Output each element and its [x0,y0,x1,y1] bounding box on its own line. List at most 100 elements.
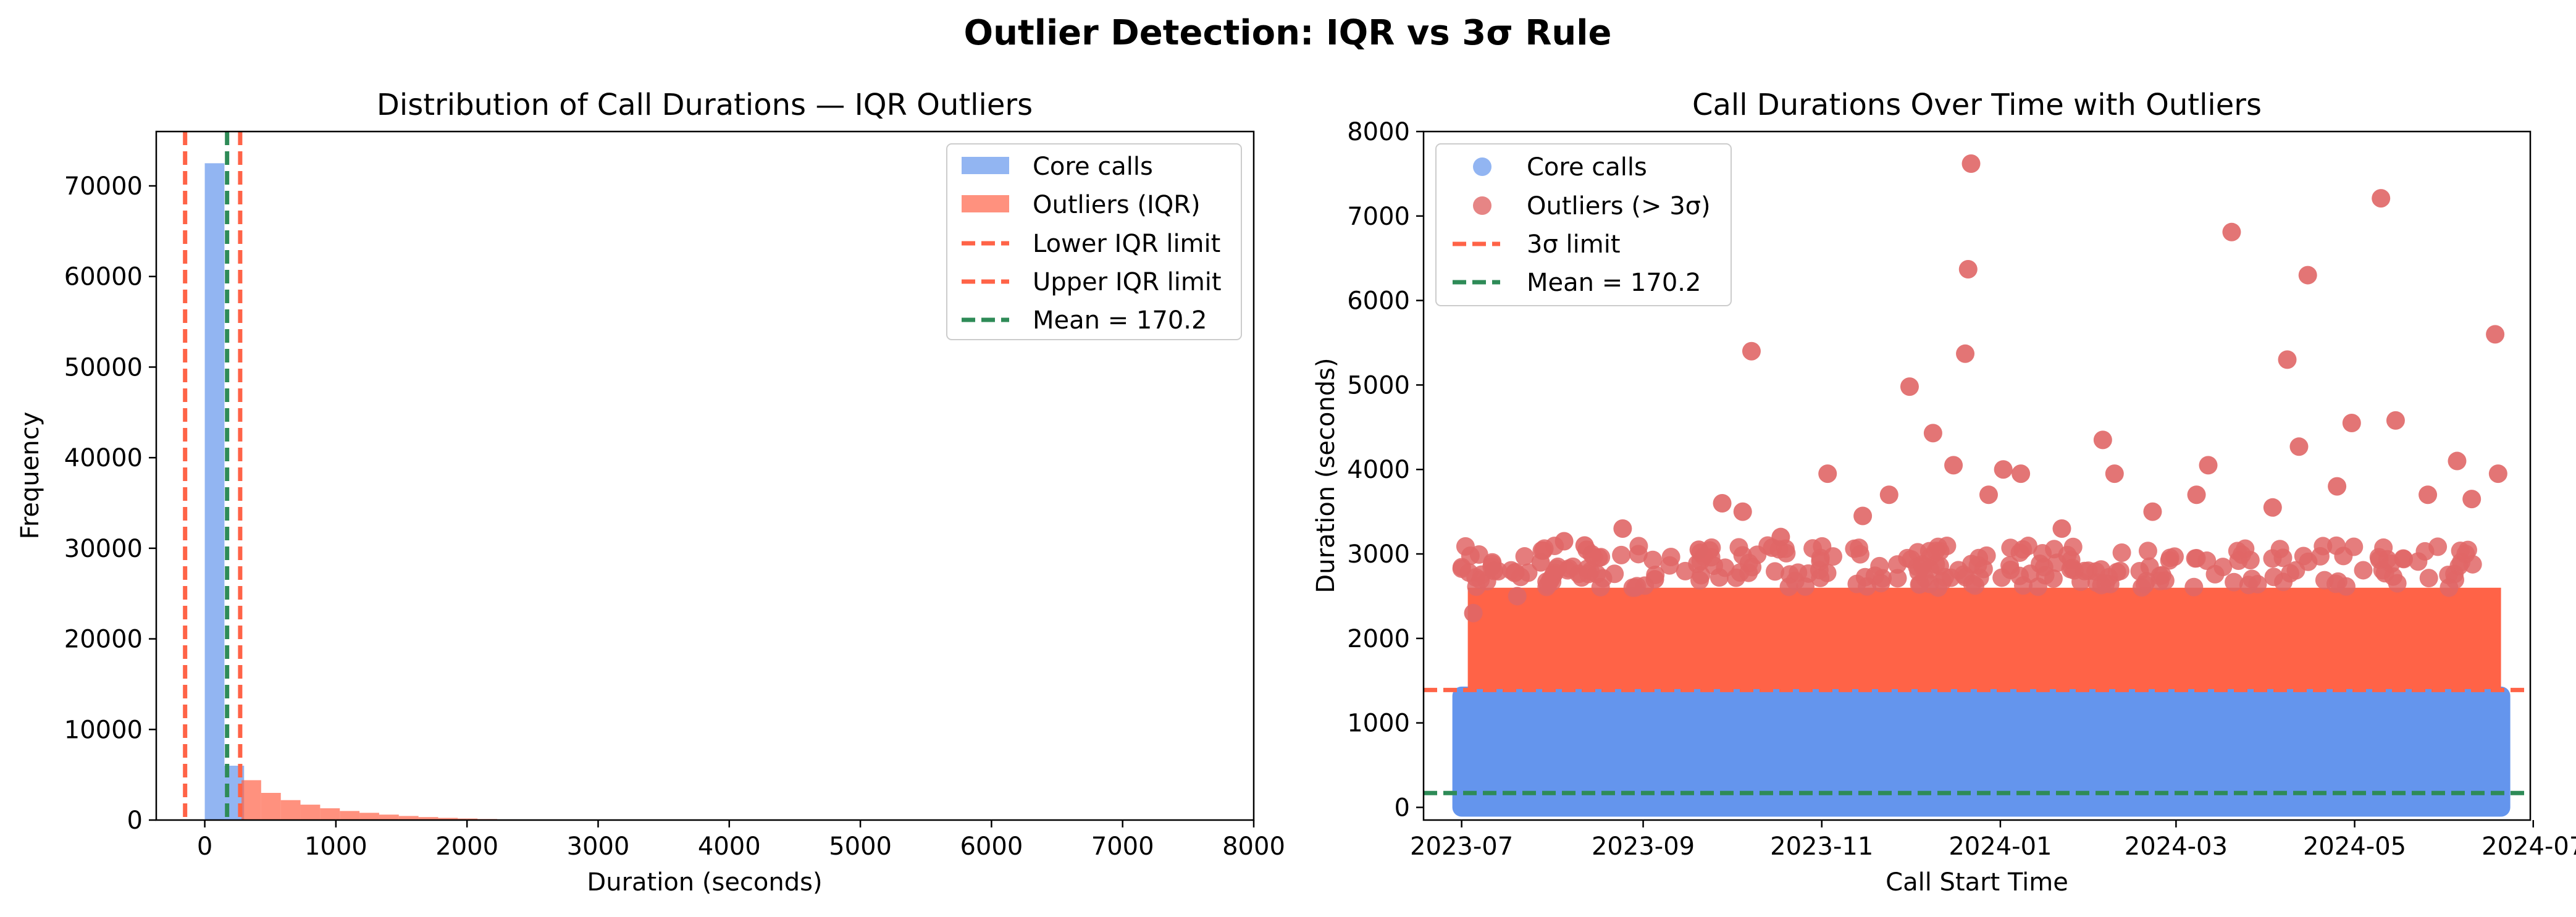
outlier-point [2186,549,2205,568]
core-bin-bar [204,163,225,820]
scatter-y-ticks: 0 1000 2000 3000 4000 5000 6000 7000 8000 [1347,118,1424,822]
outlier-point [1739,553,1758,572]
scatter-legend: Core calls Outliers (> 3σ) 3σ limit Mean… [1435,143,1732,306]
outlier-point [2133,578,2152,597]
legend-outliers-iqr: Outliers (IQR) [1033,191,1201,219]
outlier-point [1508,587,1527,606]
outlier-point [1511,567,1530,587]
outlier-point [1818,464,1837,484]
outlier-point [1645,570,1664,589]
y-tick-label: 40000 [64,444,143,472]
outlier-point [2112,543,2131,563]
outlier-point [2225,572,2244,592]
legend-mean: Mean = 170.2 [1033,306,1207,335]
x-tick-label: 2023-07 [1410,832,1513,861]
outlier-point [1855,567,1874,587]
outlier-point [1888,569,1907,588]
scatter-title: Call Durations Over Time with Outliers [1692,88,2262,122]
outlier-point [1729,538,1748,557]
scatter-plot-frame [1422,130,2532,821]
outlier-point [2388,574,2407,593]
y-tick-label: 5000 [1347,371,1410,400]
outlier-point [1850,545,1869,564]
x-tick-label: 2024-01 [1949,832,2052,861]
outlier-bin-bar [398,816,419,820]
scatter-y-label: Duration (seconds) [1312,358,1340,593]
legend-scatter-mean: Mean = 170.2 [1527,269,1701,297]
outlier-point [2486,325,2505,344]
outlier-point [2354,561,2373,580]
outlier-point [2289,437,2309,456]
outlier-point [2033,544,2052,563]
outlier-point [1963,574,1982,593]
outlier-point [1992,568,2012,587]
outlier-point [2087,573,2106,592]
outlier-point [1661,547,1680,566]
outlier-point [1799,564,1818,583]
legend-scatter-core-calls: Core calls [1527,153,1647,182]
outlier-point [1613,519,1632,538]
outlier-point [2242,569,2262,588]
outlier-point [2199,456,2218,475]
histogram-title: Distribution of Call Durations — IQR Out… [377,88,1033,122]
histogram-x-label: Duration (seconds) [587,868,822,897]
outlier-point [1758,536,1777,555]
outlier-point [1464,603,1483,622]
outlier-points-band [1467,587,2501,689]
outlier-bin-bar [418,817,438,820]
outlier-point [2012,464,2031,484]
outlier-point [1911,574,1930,593]
outlier-bin-bar [241,780,261,820]
outlier-point [1612,545,1631,564]
scatter-reference-lines [1424,687,2530,795]
outlier-point [1716,558,1735,577]
outlier-point [2462,490,2482,509]
outlier-point [1548,557,1567,576]
outlier-point [2018,537,2037,556]
outlier-point [1733,502,1752,521]
x-tick-label: 2024-05 [2303,832,2406,861]
outlier-point [2386,411,2405,430]
outlier-point [2263,498,2282,517]
scatter-chart: Call Durations Over Time with Outliers 2… [1312,88,2576,897]
outlier-point [2280,564,2299,583]
legend-lower-iqr: Lower IQR limit [1033,230,1220,258]
outlier-point [1781,565,1800,584]
scatter-legend-box [1435,143,1732,306]
outlier-point [1944,456,1963,475]
outlier-point [2058,546,2077,565]
x-tick-label: 7000 [1091,832,1154,861]
outlier-point [1456,537,1475,556]
outlier-point [1531,553,1550,572]
outlier-point [1690,571,1710,590]
x-tick-label: 4000 [698,832,761,861]
outlier-point [2314,537,2333,556]
outlier-point [2071,572,2091,591]
outlier-point [1575,536,1594,555]
figure-title: Outlier Detection: IQR vs 3σ Rule [964,13,1612,53]
outlier-point [2264,567,2283,587]
outlier-point [2334,546,2353,566]
y-tick-label: 60000 [64,263,143,291]
legend-outlier-marker [1473,196,1491,215]
outlier-point [2328,477,2347,496]
outlier-bin-bar [320,808,340,820]
outlier-point [1898,548,1917,567]
outlier-point [1742,341,1761,361]
scatter-x-label: Call Start Time [1886,868,2068,897]
outlier-point [1626,578,1645,597]
outlier-point [2419,485,2438,505]
outlier-point [1689,540,1708,559]
legend-3sigma-limit: 3σ limit [1527,230,1621,259]
outlier-point [2488,464,2507,484]
outlier-point [2372,189,2391,208]
y-tick-label: 20000 [64,626,143,654]
outlier-point [2001,538,2020,558]
outlier-bin-bar [261,792,281,820]
outlier-point [1766,562,1785,581]
y-tick-label: 3000 [1347,540,1410,569]
x-tick-label: 2024-03 [2125,832,2228,861]
y-tick-label: 7000 [1347,203,1410,231]
histogram-plot-frame [155,130,1255,821]
outlier-point [2370,550,2389,569]
